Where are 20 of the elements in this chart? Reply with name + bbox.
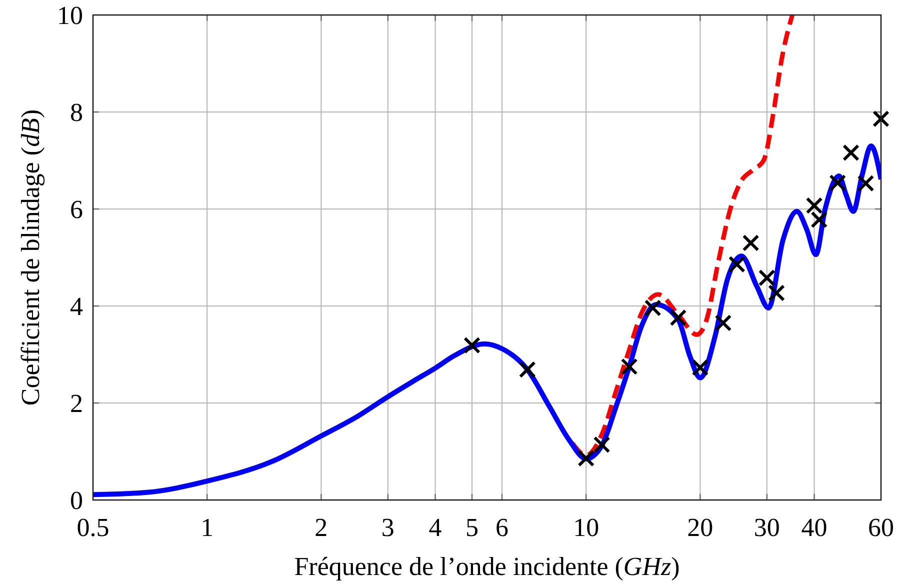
x-tick-label: 30	[754, 513, 780, 542]
x-tick-label: 3	[381, 513, 394, 542]
x-tick-label: 1	[200, 513, 214, 542]
y-tick-label: 4	[70, 292, 83, 322]
y-axis-title: Coefficient de blindage (dB)	[16, 109, 46, 406]
y-tick-label: 6	[70, 195, 83, 224]
y-tick-label: 2	[70, 389, 83, 418]
x-tick-label: 4	[428, 513, 442, 542]
x-tick-label: 2	[314, 513, 328, 542]
x-axis-title: Fréquence de l’onde incidente (GHz)	[294, 552, 680, 581]
x-tick-label: 10	[573, 513, 600, 542]
y-tick-label: 0	[70, 486, 83, 516]
x-tick-label: 5	[465, 513, 478, 542]
x-tick-label: 6	[496, 513, 509, 542]
x-tick-label: 40	[801, 513, 828, 542]
y-tick-label: 10	[57, 1, 83, 30]
x-tick-label: 60	[868, 513, 894, 542]
x-tick-label: 20	[687, 513, 714, 542]
y-tick-label: 8	[70, 98, 83, 128]
x-tick-label: 0.5	[76, 513, 110, 542]
